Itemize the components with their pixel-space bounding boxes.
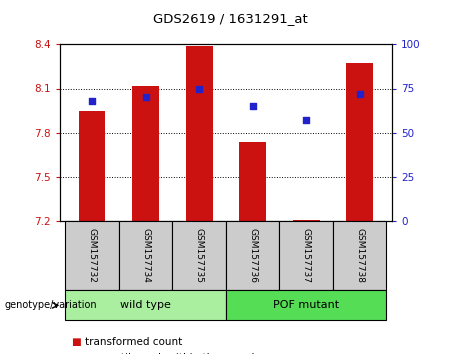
Bar bbox=[119, 221, 172, 290]
Text: GDS2619 / 1631291_at: GDS2619 / 1631291_at bbox=[153, 12, 308, 25]
Bar bbox=[226, 221, 279, 290]
Text: ■: ■ bbox=[71, 353, 81, 354]
Bar bbox=[186, 46, 213, 221]
Bar bbox=[172, 221, 226, 290]
Point bbox=[89, 98, 96, 104]
Bar bbox=[132, 86, 159, 221]
Text: GSM157736: GSM157736 bbox=[248, 228, 257, 283]
Point bbox=[142, 95, 149, 100]
Bar bbox=[293, 220, 319, 221]
Text: GSM157732: GSM157732 bbox=[88, 228, 96, 283]
Text: GSM157735: GSM157735 bbox=[195, 228, 204, 283]
Point bbox=[195, 86, 203, 91]
Text: GSM157734: GSM157734 bbox=[141, 228, 150, 283]
Bar bbox=[346, 63, 373, 221]
Point bbox=[356, 91, 363, 97]
Text: GSM157737: GSM157737 bbox=[301, 228, 311, 283]
Bar bbox=[65, 221, 119, 290]
Bar bbox=[226, 290, 386, 320]
Bar bbox=[279, 221, 333, 290]
Text: GSM157738: GSM157738 bbox=[355, 228, 364, 283]
Bar bbox=[239, 142, 266, 221]
Point bbox=[302, 118, 310, 123]
Bar bbox=[65, 290, 226, 320]
Text: transformed count: transformed count bbox=[85, 337, 183, 347]
Bar bbox=[79, 110, 106, 221]
Text: wild type: wild type bbox=[120, 300, 171, 310]
Text: ■: ■ bbox=[71, 337, 81, 347]
Text: POF mutant: POF mutant bbox=[273, 300, 339, 310]
Point bbox=[249, 103, 256, 109]
Text: genotype/variation: genotype/variation bbox=[5, 300, 97, 310]
Bar bbox=[333, 221, 386, 290]
Text: percentile rank within the sample: percentile rank within the sample bbox=[85, 353, 261, 354]
